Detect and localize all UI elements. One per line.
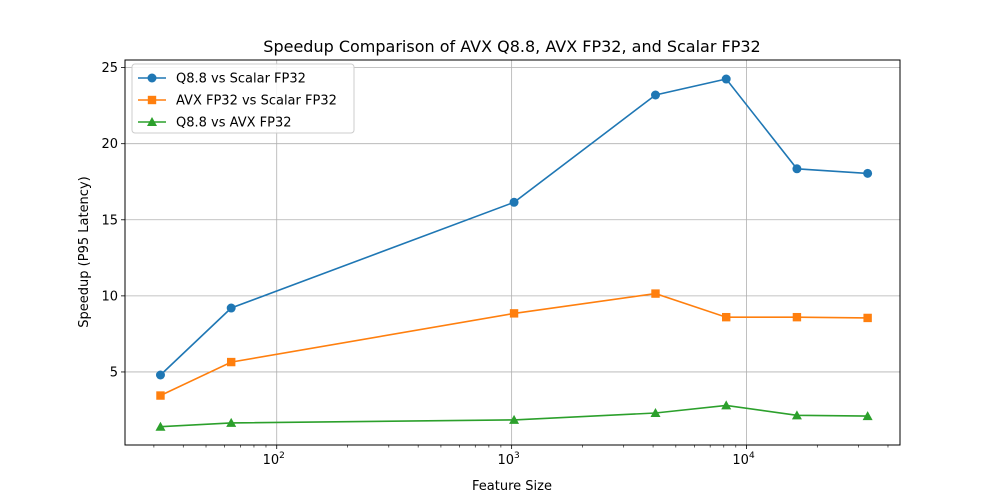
legend-label: Q8.8 vs Scalar FP32 xyxy=(176,72,306,87)
x-tick-label-base: 10 xyxy=(263,453,280,468)
series-2 xyxy=(156,289,872,400)
legend-box xyxy=(131,63,355,134)
x-tick-label-exponent: 2 xyxy=(279,451,285,461)
data-point-marker xyxy=(651,289,660,298)
legend-marker-swatch xyxy=(147,117,157,126)
x-tick-label: 104 xyxy=(732,451,755,468)
data-point-marker xyxy=(863,313,872,323)
data-point-marker xyxy=(226,303,236,313)
data-point-marker xyxy=(509,197,519,207)
series-3 xyxy=(155,400,873,431)
data-point-marker xyxy=(156,391,165,400)
data-point-marker xyxy=(509,414,520,424)
data-point-marker xyxy=(721,74,731,84)
y-tick-label: 20 xyxy=(101,137,118,152)
x-tick-label-exponent: 3 xyxy=(514,451,520,461)
legend-label: Q8.8 vs AVX FP32 xyxy=(176,116,292,131)
data-point-marker xyxy=(791,410,802,420)
data-point-marker xyxy=(863,168,873,178)
data-point-marker xyxy=(155,421,166,431)
chart-title: Speedup Comparison of AVX Q8.8, AVX FP32… xyxy=(263,37,760,56)
x-tick-label-base: 10 xyxy=(497,453,514,468)
legend-marker-swatch xyxy=(147,73,157,83)
y-tick-label: 15 xyxy=(101,213,118,228)
legend-marker-swatch xyxy=(147,95,157,105)
y-tick-label: 10 xyxy=(101,289,118,304)
x-tick-label-base: 10 xyxy=(732,453,749,468)
series-1 xyxy=(155,74,873,380)
data-point-marker xyxy=(226,357,236,367)
y-axis-label: Speedup (P95 Latency) xyxy=(77,176,92,327)
data-point-marker xyxy=(226,417,237,427)
data-point-marker xyxy=(792,312,802,322)
legend: Q8.8 vs Scalar FP32 AVX FP32 vs Scalar FP… xyxy=(131,63,355,134)
legend-entry: AVX FP32 vs Scalar FP32 xyxy=(138,94,337,109)
data-point-marker xyxy=(509,309,519,318)
x-tick-label: 102 xyxy=(263,451,285,468)
data-point-marker xyxy=(155,370,165,380)
data-point-marker xyxy=(721,400,732,410)
y-tick-label: 25 xyxy=(101,61,118,76)
data-point-marker xyxy=(792,164,802,174)
data-point-marker xyxy=(862,411,873,421)
legend-entry: Q8.8 vs Scalar FP32 xyxy=(138,72,306,87)
series-group xyxy=(155,74,873,431)
data-point-marker xyxy=(722,312,731,322)
legend-entry: Q8.8 vs AVX FP32 xyxy=(138,116,292,131)
y-tick-label: 5 xyxy=(110,365,118,380)
plot-frame xyxy=(124,59,901,446)
x-axis-label: Feature Size xyxy=(472,479,552,494)
x-tick-label: 103 xyxy=(497,451,519,468)
data-point-marker xyxy=(650,90,660,100)
data-point-marker xyxy=(650,408,661,418)
x-tick-label-exponent: 4 xyxy=(749,451,755,461)
legend-label: AVX FP32 vs Scalar FP32 xyxy=(176,94,337,109)
